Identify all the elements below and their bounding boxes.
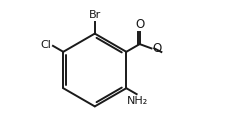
Text: O: O [151, 42, 161, 55]
Text: NH₂: NH₂ [126, 96, 147, 106]
Text: Br: Br [88, 10, 101, 20]
Text: O: O [135, 18, 144, 31]
Text: Cl: Cl [40, 40, 51, 50]
